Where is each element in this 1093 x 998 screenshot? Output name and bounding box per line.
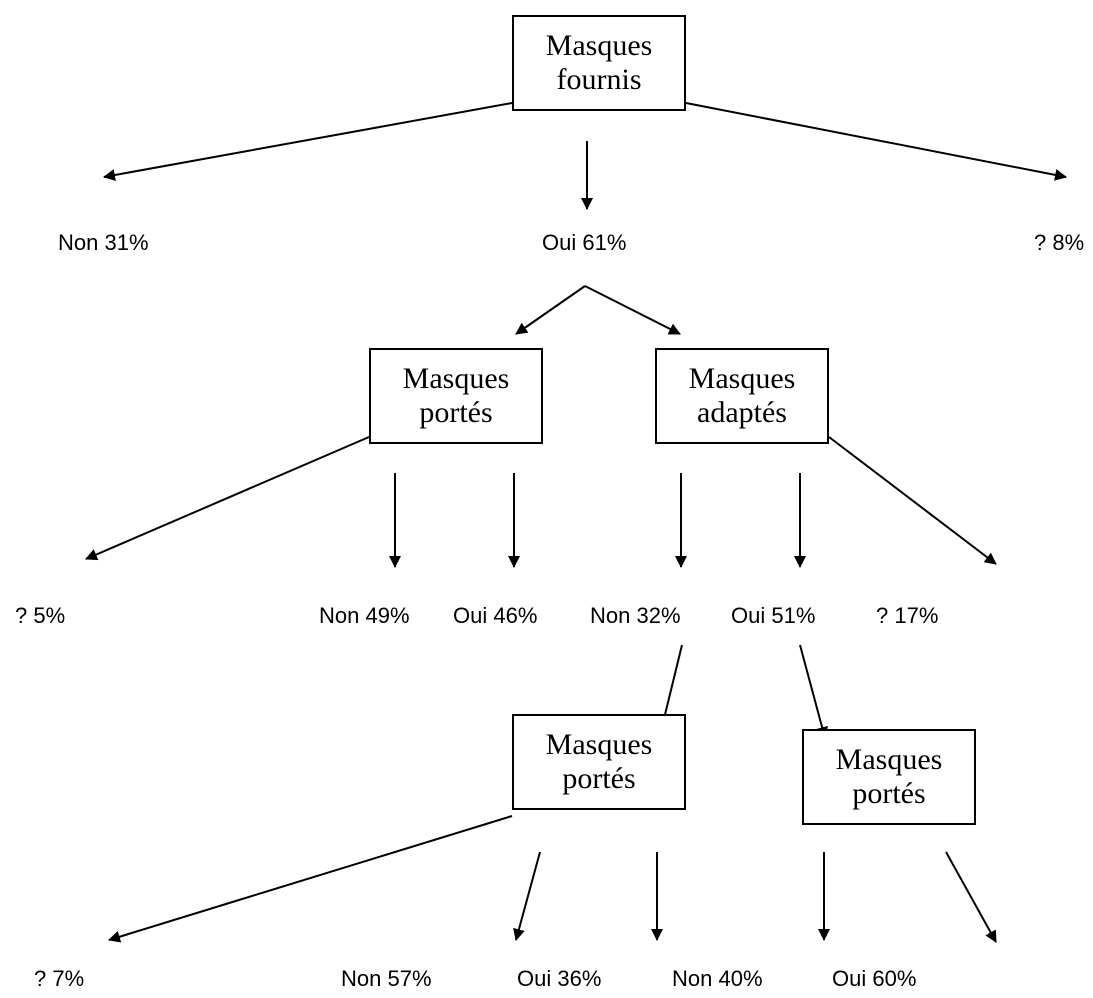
label-worn3-non: Non 40% (672, 966, 763, 991)
label-worn3-oui: Oui 60% (832, 966, 917, 991)
label-adapted-non: Non 32% (590, 603, 681, 628)
label-worn1-non: Non 49% (319, 603, 410, 628)
arrow-worn2-to-non (513, 851, 541, 941)
label-root-non: Non 31% (58, 230, 149, 255)
arrow-worn2-to-unknown (108, 815, 513, 943)
arrow-root-to-unknown (685, 102, 1067, 181)
label-root-unknown: ? 8% (1034, 230, 1085, 255)
label-root-oui: Oui 61% (542, 230, 627, 255)
box-masques-portes-1: Masques portés (369, 348, 543, 444)
arrow-worn1-to-unknown (85, 436, 370, 561)
box-masques-portes-2: Masques portés (512, 714, 686, 810)
arrow-worn3-to-oui (945, 851, 997, 943)
box-masques-portes-3-label: Masques portés (835, 743, 943, 810)
label-adapted-unknown: ? 17% (876, 603, 939, 628)
label-worn2-unknown: ? 7% (34, 966, 85, 991)
box-masques-adaptes: Masques adaptés (655, 348, 829, 444)
label-worn2-oui: Oui 36% (517, 966, 602, 991)
arrow-adapted-oui-to-worn3 (799, 644, 828, 739)
label-worn1-oui: Oui 46% (453, 603, 538, 628)
box-masques-portes-1-label: Masques portés (402, 362, 510, 429)
box-masques-portes-2-label: Masques portés (545, 728, 653, 795)
arrow-oui-to-worn1 (515, 285, 586, 335)
box-masques-portes-3: Masques portés (802, 729, 976, 825)
arrow-adapted-to-unknown (828, 436, 997, 565)
box-masques-fournis: Masques fournis (512, 15, 686, 111)
box-masques-adaptes-label: Masques adaptés (688, 362, 796, 429)
label-adapted-oui: Oui 51% (731, 603, 816, 628)
label-worn2-non: Non 57% (341, 966, 432, 991)
arrow-root-to-non (103, 102, 513, 181)
arrow-oui-to-adapted (584, 285, 681, 335)
label-worn1-unknown: ? 5% (15, 603, 66, 628)
box-masques-fournis-label: Masques fournis (545, 29, 653, 96)
